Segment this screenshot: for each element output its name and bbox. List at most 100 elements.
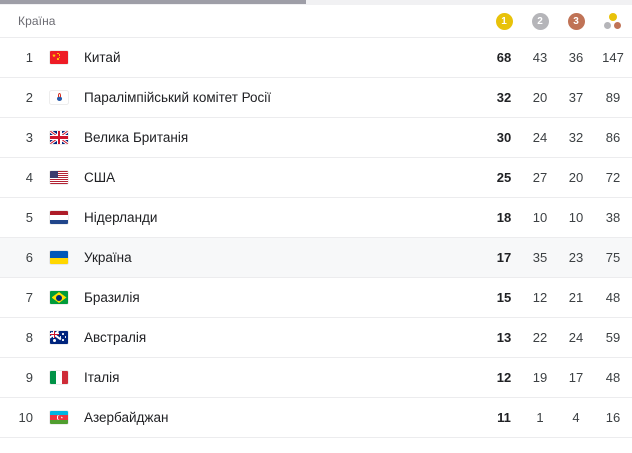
rank-cell: 8: [0, 317, 44, 358]
total-count-cell: 89: [594, 77, 632, 118]
rank-cell: 6: [0, 237, 44, 278]
total-count-cell: 72: [594, 157, 632, 198]
column-header-country-label: Країна: [18, 14, 56, 28]
medal-standings-table: Країна 1 2 3 1 Китай 68 43 36 147 2 Паралімпійс…: [0, 5, 632, 438]
gold-count-cell: 68: [486, 37, 523, 78]
total-icon-silver-dot: [604, 21, 612, 29]
bronze-count-cell: 37: [558, 77, 595, 118]
rank-cell: 7: [0, 277, 44, 318]
total-count-cell: 86: [594, 117, 632, 158]
bronze-count-cell: 4: [558, 397, 595, 438]
total-count-cell: 48: [594, 357, 632, 398]
total-count-cell: 147: [594, 37, 632, 78]
gold-count-cell: 15: [486, 277, 523, 318]
rank-cell: 2: [0, 77, 44, 118]
horizontal-scrollbar-track[interactable]: [0, 0, 632, 5]
silver-count-cell: 20: [522, 77, 559, 118]
flag-icon-ua: [50, 251, 68, 264]
flag-cell: [44, 357, 74, 398]
table-row[interactable]: 6 Україна 17 35 23 75: [0, 237, 632, 278]
flag-icon-us: [50, 171, 68, 184]
silver-count-cell: 22: [522, 317, 559, 358]
country-name-cell[interactable]: Паралімпійський комітет Росії: [74, 77, 487, 118]
rank-cell: 4: [0, 157, 44, 198]
country-name-cell[interactable]: Італія: [74, 357, 487, 398]
bronze-count-cell: 24: [558, 317, 595, 358]
flag-cell: [44, 37, 74, 78]
total-count-cell: 75: [594, 237, 632, 278]
flag-icon-gb: [50, 131, 68, 144]
gold-medal-icon: 1: [495, 12, 513, 30]
total-icon-gold-dot: [609, 12, 618, 21]
table-row[interactable]: 2 Паралімпійський комітет Росії 32 20 37 89: [0, 77, 632, 118]
column-header-country[interactable]: Країна: [0, 5, 487, 38]
table-row[interactable]: 4 США 25 27 20 72: [0, 157, 632, 198]
flag-icon-br: [50, 291, 68, 304]
table-row[interactable]: 5 Нідерланди 18 10 10 38: [0, 197, 632, 238]
bronze-count-cell: 17: [558, 357, 595, 398]
rank-cell: 5: [0, 197, 44, 238]
column-header-gold[interactable]: 1: [486, 5, 523, 38]
silver-count-cell: 24: [522, 117, 559, 158]
flag-cell: [44, 197, 74, 238]
bronze-count-cell: 20: [558, 157, 595, 198]
header-row: Країна 1 2 3: [0, 5, 632, 38]
country-name-cell[interactable]: Нідерланди: [74, 197, 487, 238]
flag-cell: [44, 397, 74, 438]
total-count-cell: 48: [594, 277, 632, 318]
country-name-cell[interactable]: Австралія: [74, 317, 487, 358]
bronze-count-cell: 32: [558, 117, 595, 158]
flag-cell: [44, 317, 74, 358]
silver-count-cell: 19: [522, 357, 559, 398]
total-count-cell: 59: [594, 317, 632, 358]
horizontal-scrollbar-thumb[interactable]: [0, 0, 306, 4]
rank-cell: 9: [0, 357, 44, 398]
flag-cell: [44, 237, 74, 278]
table-row[interactable]: 3 Велика Британія 30 24 32 86: [0, 117, 632, 158]
column-header-bronze[interactable]: 3: [558, 5, 595, 38]
flag-cell: [44, 77, 74, 118]
flag-icon-nl: [50, 211, 68, 224]
gold-count-cell: 11: [486, 397, 523, 438]
table-row[interactable]: 1 Китай 68 43 36 147: [0, 37, 632, 78]
silver-count-cell: 35: [522, 237, 559, 278]
country-name-cell[interactable]: Китай: [74, 37, 487, 78]
country-name-cell[interactable]: Бразилія: [74, 277, 487, 318]
flag-icon-it: [50, 371, 68, 384]
silver-medal-icon: 2: [531, 12, 549, 30]
gold-count-cell: 17: [486, 237, 523, 278]
gold-count-cell: 18: [486, 197, 523, 238]
gold-count-cell: 12: [486, 357, 523, 398]
bronze-medal-icon: 3: [567, 12, 585, 30]
rank-cell: 10: [0, 397, 44, 438]
gold-count-cell: 32: [486, 77, 523, 118]
rank-cell: 3: [0, 117, 44, 158]
rank-cell: 1: [0, 37, 44, 78]
country-name-cell[interactable]: Велика Британія: [74, 117, 487, 158]
column-header-total[interactable]: [594, 5, 632, 38]
flag-icon-au: [50, 331, 68, 344]
table-row[interactable]: 10 Азербайджан 11 1 4 16: [0, 397, 632, 438]
country-name-cell[interactable]: США: [74, 157, 487, 198]
silver-count-cell: 1: [522, 397, 559, 438]
gold-count-cell: 25: [486, 157, 523, 198]
column-header-silver[interactable]: 2: [522, 5, 559, 38]
country-name-cell[interactable]: Україна: [74, 237, 487, 278]
table-row[interactable]: 8 Австралія 13 22 24 59: [0, 317, 632, 358]
silver-count-cell: 27: [522, 157, 559, 198]
flag-icon-az: [50, 411, 68, 424]
silver-count-cell: 43: [522, 37, 559, 78]
flag-cell: [44, 277, 74, 318]
table-row[interactable]: 9 Італія 12 19 17 48: [0, 357, 632, 398]
flag-icon-rpc: [50, 91, 68, 104]
flag-cell: [44, 157, 74, 198]
table-body: 1 Китай 68 43 36 147 2 Паралімпійський комітет …: [0, 37, 632, 438]
total-icon-bronze-dot: [614, 21, 622, 29]
country-name-cell[interactable]: Азербайджан: [74, 397, 487, 438]
bronze-count-cell: 36: [558, 37, 595, 78]
table-row[interactable]: 7 Бразилія 15 12 21 48: [0, 277, 632, 318]
table-header: Країна 1 2 3: [0, 5, 632, 38]
total-count-cell: 16: [594, 397, 632, 438]
silver-count-cell: 10: [522, 197, 559, 238]
gold-count-cell: 30: [486, 117, 523, 158]
